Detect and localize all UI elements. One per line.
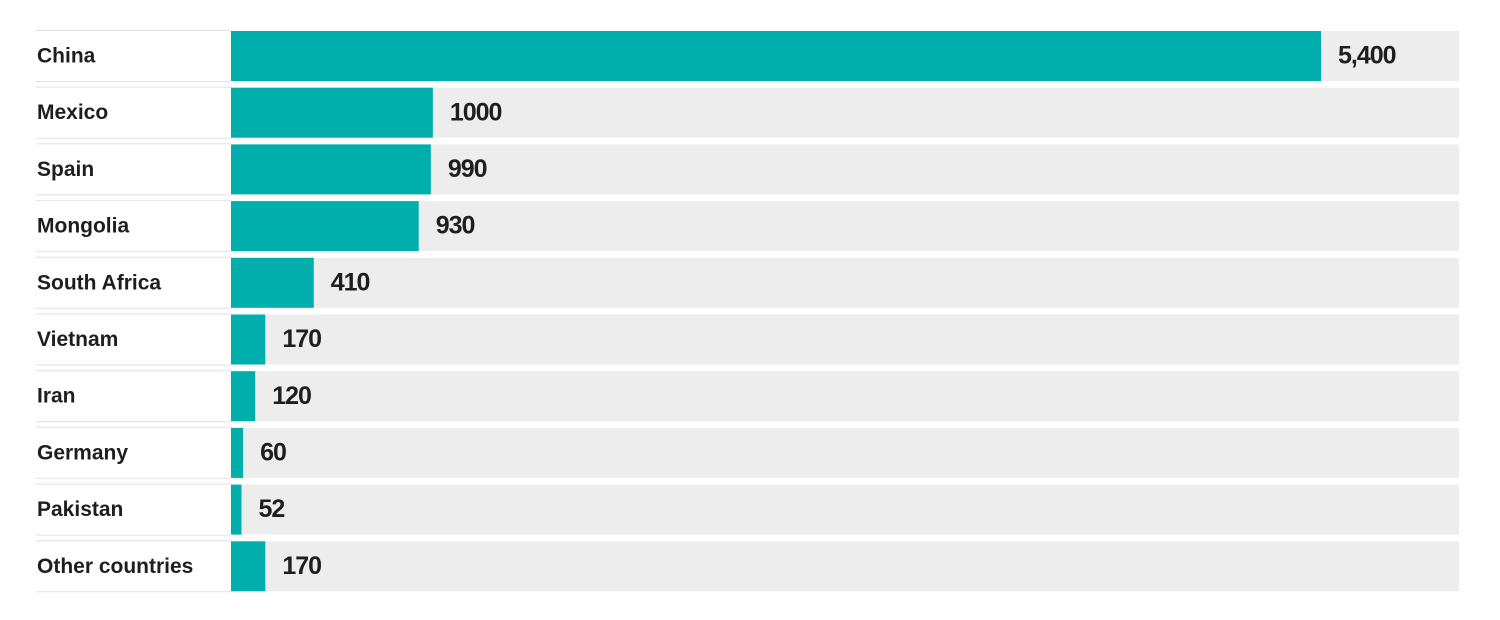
value-label: 1000 [450, 98, 502, 126]
bar [231, 31, 1321, 81]
value-label: 170 [282, 552, 321, 580]
bar [231, 484, 242, 535]
bar [231, 87, 433, 138]
value-label: 170 [282, 325, 321, 353]
category-label: Germany [37, 441, 128, 464]
category-label: Pakistan [37, 498, 123, 521]
row-background [231, 371, 1459, 422]
category-label: Vietnam [37, 328, 118, 351]
category-label: South Africa [37, 271, 161, 294]
category-label: China [37, 45, 96, 68]
row-background [231, 144, 1459, 195]
row-background [231, 484, 1459, 535]
value-label: 120 [272, 382, 311, 410]
value-label: 5,400 [1338, 42, 1396, 70]
category-label: Mexico [37, 101, 108, 124]
category-label: Other countries [37, 555, 193, 578]
row-background [231, 201, 1459, 252]
bar [231, 201, 419, 252]
category-label: Mongolia [37, 215, 129, 238]
value-label: 60 [260, 439, 286, 467]
category-label: Iran [37, 385, 76, 408]
row-background [231, 257, 1459, 308]
bar [231, 257, 314, 308]
bar [231, 427, 244, 478]
bar [231, 144, 431, 195]
bar [231, 541, 266, 592]
value-label: 410 [331, 268, 370, 296]
bar [231, 371, 256, 422]
row-background [231, 427, 1459, 478]
category-label: Spain [37, 158, 94, 181]
row-background [231, 541, 1459, 592]
value-label: 990 [448, 155, 487, 183]
row-background [231, 314, 1459, 365]
row-background [231, 87, 1459, 138]
bar [231, 314, 266, 365]
value-label: 52 [258, 495, 284, 523]
value-label: 930 [436, 212, 475, 240]
